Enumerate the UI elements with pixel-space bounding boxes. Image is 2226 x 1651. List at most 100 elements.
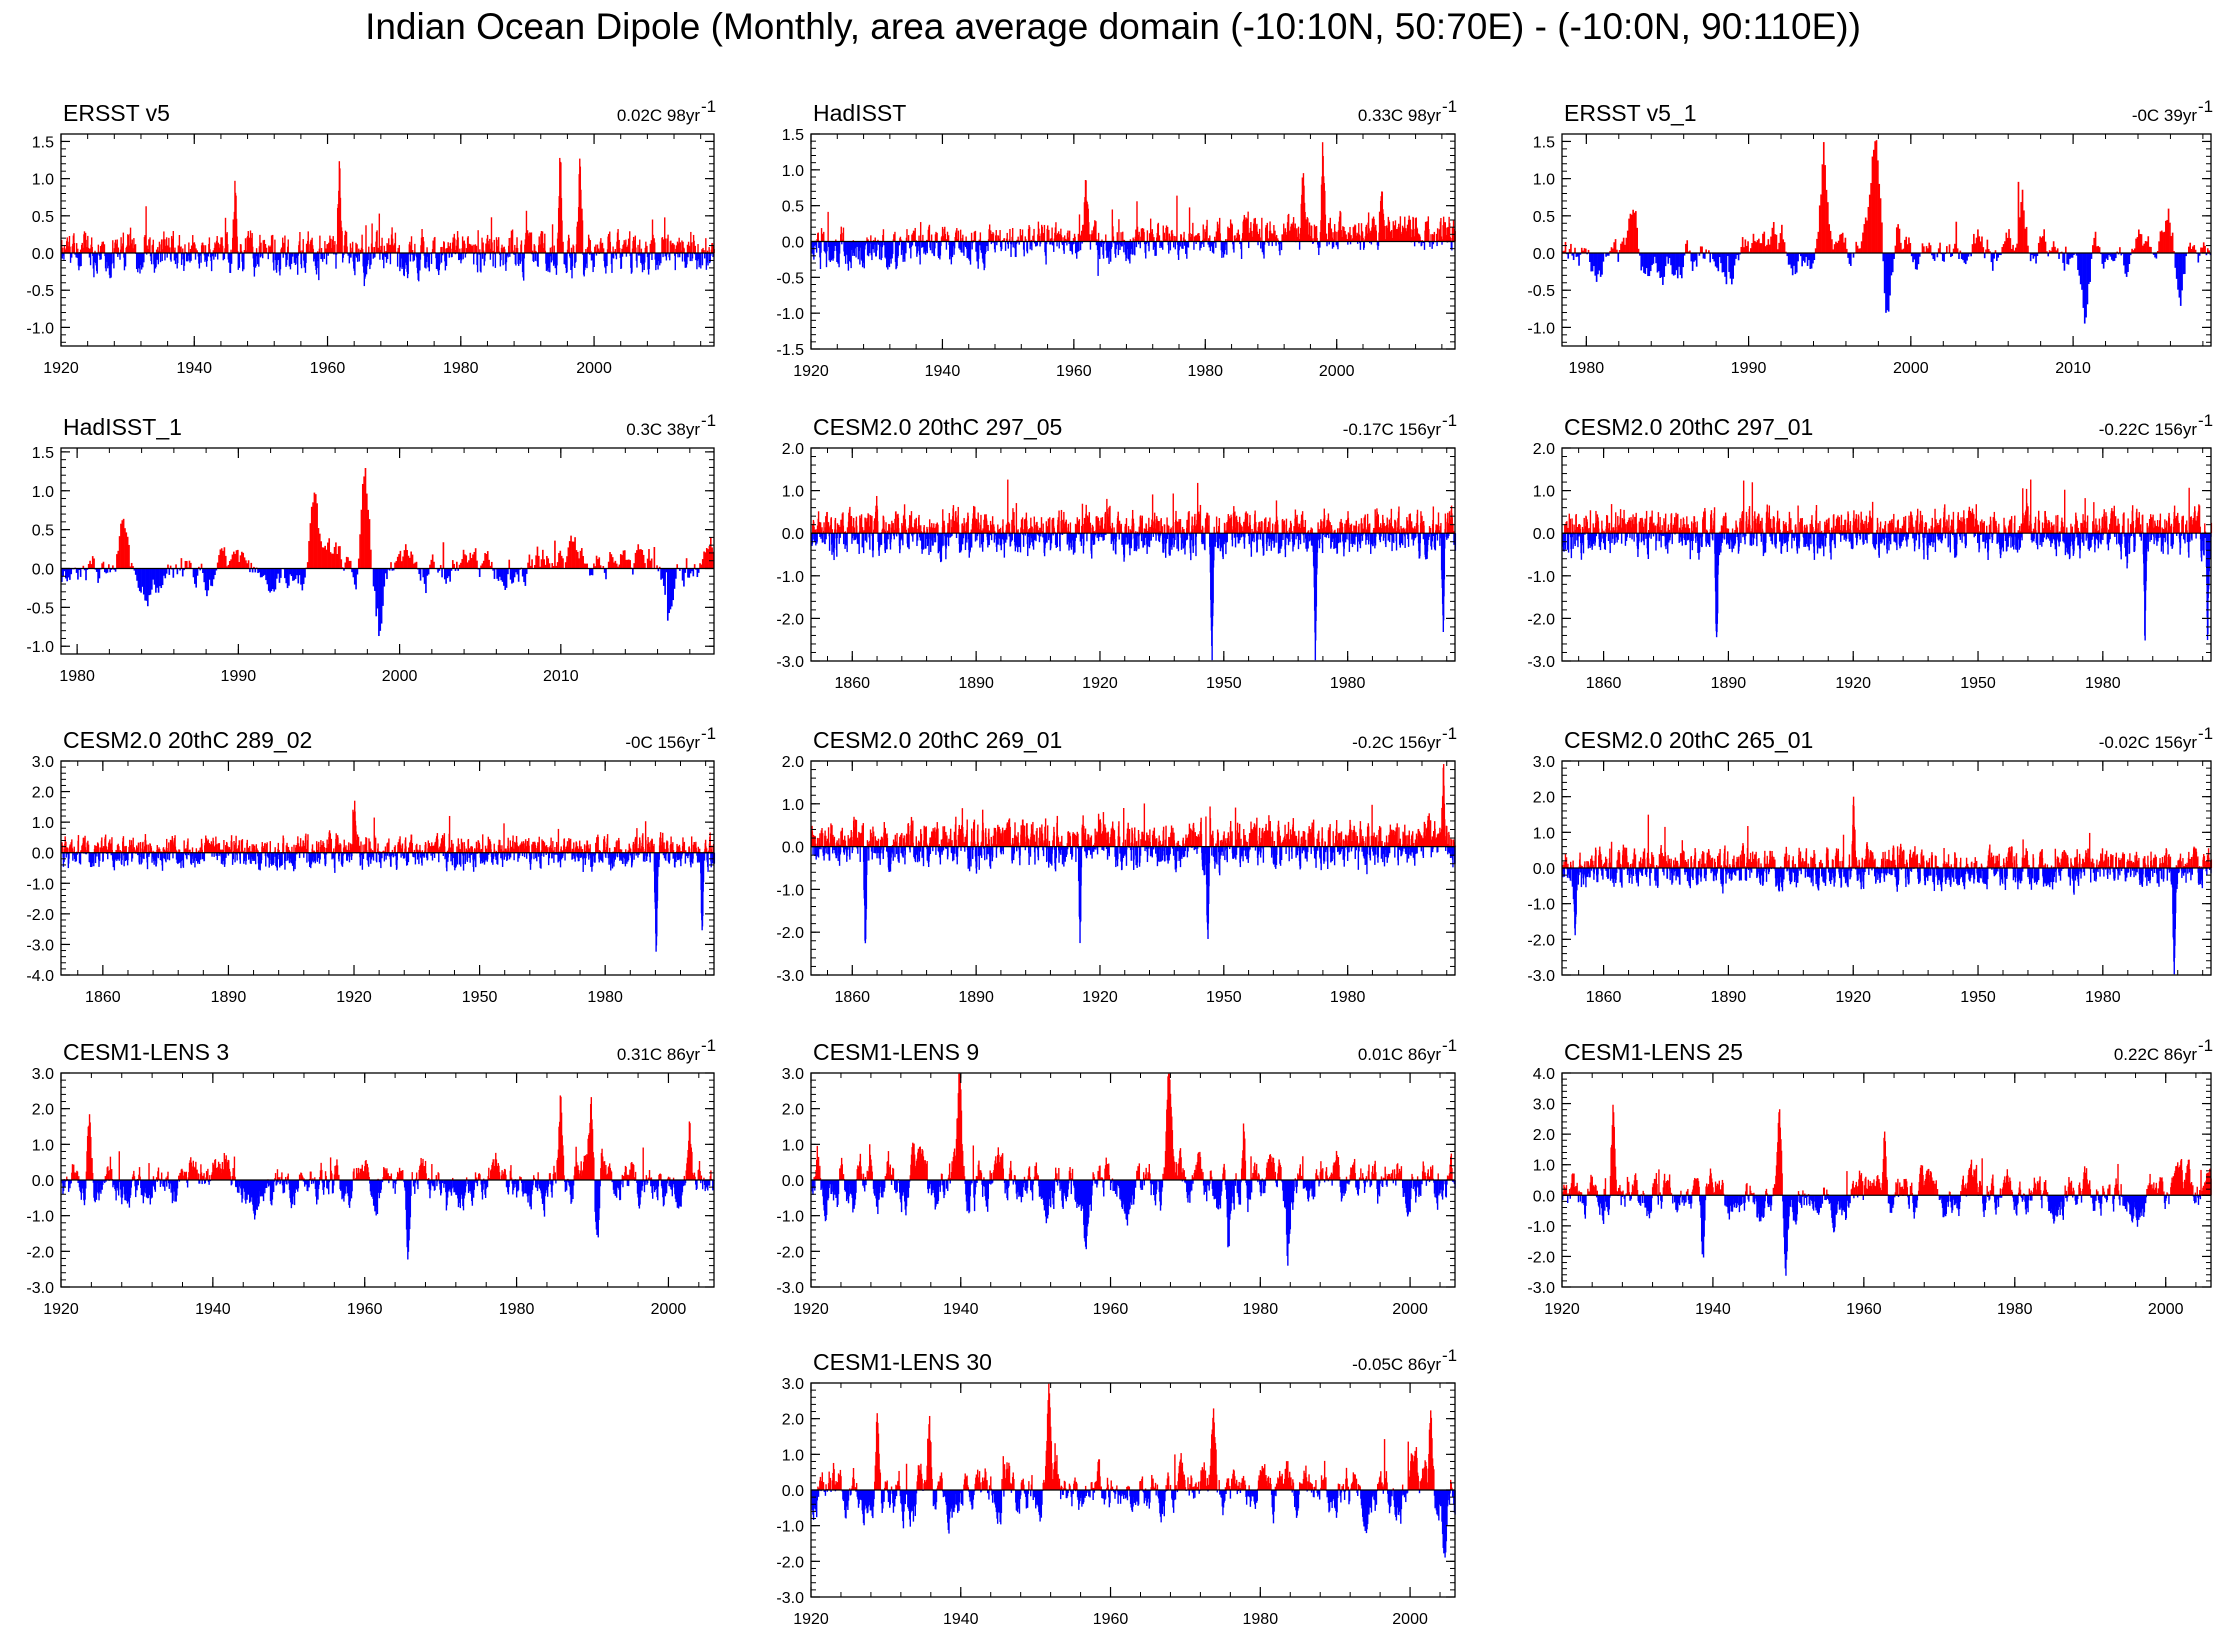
x-tick-label: 2000 [382,668,418,685]
bar-negative [420,568,422,580]
bar-negative [1081,533,1082,539]
bar-negative [1943,253,1945,262]
bar-positive [619,248,620,253]
bar-positive [1701,247,1703,254]
bar-positive [1180,519,1181,533]
y-tick-label: -1.0 [26,639,54,656]
bar-positive [823,522,824,533]
y-tick-label: 1.0 [32,484,54,501]
bar-positive [108,564,110,568]
bar-positive [476,246,477,253]
bar-positive [123,233,124,253]
bar-positive [395,233,396,253]
bar-positive [1058,511,1059,534]
bar-negative [843,533,844,544]
bar-positive [205,245,206,253]
bar-positive [1232,225,1233,242]
bar-positive [856,526,857,534]
bar-positive [1118,219,1119,241]
bar-negative [386,568,388,579]
bar-negative [869,533,870,549]
bar-negative [1168,242,1169,254]
bar-negative [677,253,678,257]
bar-positive [1261,218,1262,242]
bar-negative [1131,533,1132,539]
bar-positive [1199,236,1200,242]
trend-exponent: -1 [701,411,716,430]
bar-positive [173,231,174,253]
bar-negative [2058,253,2060,259]
bar-positive [854,527,855,533]
bar-positive [1014,526,1015,534]
bar-negative [304,568,306,577]
bar-positive [509,238,510,253]
bar-negative [644,253,645,262]
bar-negative [1170,242,1171,251]
bar-negative [1148,242,1149,252]
bar-positive [885,522,886,533]
bar-negative [693,568,695,576]
bar-positive [69,247,70,253]
bar-negative [160,253,161,262]
bar-positive [1930,245,1932,253]
bar-negative [606,253,607,266]
bar-positive [308,231,309,253]
bar-positive [651,559,653,569]
bar-positive [260,243,261,253]
bar-negative [1001,242,1002,250]
bar-negative [660,253,661,263]
bar-negative [2184,253,2186,274]
bar-negative [930,533,931,552]
bar-positive [1079,519,1080,533]
bar-negative [151,253,152,264]
bar-negative [1149,533,1150,547]
bar-negative [1709,253,1711,262]
bar-negative [1958,253,1960,259]
bar-negative [1012,533,1013,540]
bar-positive [303,239,304,253]
bar-positive [169,247,170,253]
bar-negative [173,568,175,577]
bar-positive [708,247,709,253]
bar-positive [944,525,945,533]
bar-positive [898,528,899,533]
bar-negative [1059,533,1060,551]
bar-negative [273,253,274,270]
bar-positive [868,514,869,533]
bar-negative [482,253,483,259]
bar-positive [370,550,372,569]
bar-negative [1436,242,1437,247]
bar-negative [1299,242,1300,250]
bar-positive [993,233,994,241]
trend-exponent: -1 [1442,97,1457,116]
bar-negative [1005,242,1006,251]
bar-negative [324,253,325,259]
bar-negative [632,568,634,574]
bar-positive [340,559,342,568]
bar-negative [1035,533,1036,541]
bar-positive [1939,243,1941,253]
bar-negative [1726,253,1728,284]
bar-negative [177,253,178,263]
bar-positive [843,228,844,242]
bar-positive [153,240,154,253]
bar-positive [521,240,522,253]
bar-positive [1846,249,1848,253]
x-tick-label: 1920 [793,363,829,380]
bar-positive [459,249,460,253]
bar-negative [902,533,903,545]
bar-negative [892,242,893,255]
bar-positive [1105,512,1106,533]
bar-negative [682,253,683,262]
x-tick-label: 1990 [1731,360,1767,377]
bar-negative [1151,533,1152,540]
bar-positive [1117,232,1118,241]
bar-negative [1180,242,1181,247]
bar-positive [562,242,563,253]
bar-negative [461,253,462,260]
bar-positive [1105,234,1106,241]
bar-negative [664,568,666,594]
bar-negative [490,253,491,260]
bar-negative [636,253,637,268]
